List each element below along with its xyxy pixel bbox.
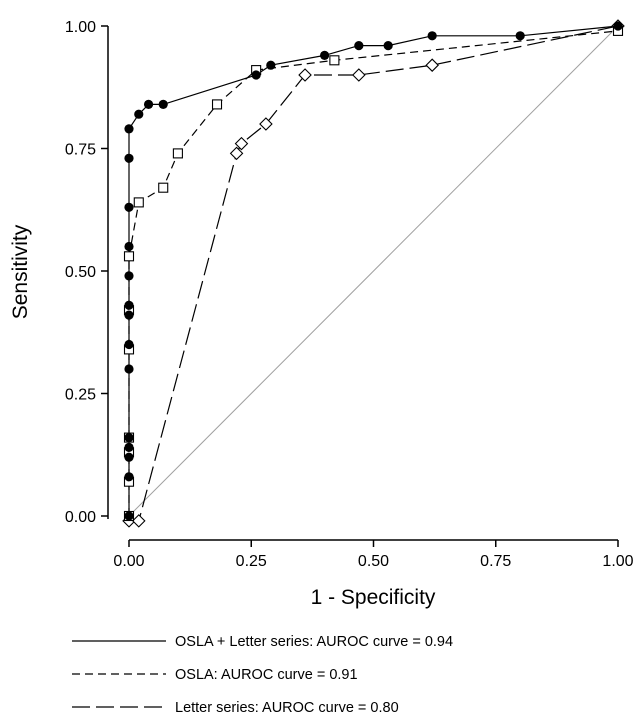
data-point — [320, 50, 330, 61]
data-point — [124, 339, 134, 350]
x-axis-ticks: 0.00 0.25 0.50 0.75 1.00 — [113, 540, 634, 570]
data-point — [383, 41, 393, 51]
data-point — [124, 241, 134, 252]
x-tick-label: 0.75 — [480, 553, 511, 570]
y-tick-label: 1.00 — [65, 19, 96, 36]
data-point — [124, 153, 134, 163]
x-tick-label: 0.25 — [236, 553, 267, 570]
y-axis-ticks: 0.00 0.25 0.50 0.75 1.00 — [65, 19, 108, 526]
legend-label-osla-letter: OSLA + Letter series: AUROC curve = 0.94 — [175, 634, 453, 650]
series-markers-letter-series — [122, 19, 625, 528]
data-point — [352, 68, 366, 82]
data-point — [234, 136, 249, 151]
data-point — [124, 442, 134, 452]
data-point — [124, 124, 134, 134]
data-point — [124, 452, 134, 462]
legend-label-osla: OSLA: AUROC curve = 0.91 — [175, 667, 358, 683]
y-tick-label: 0.50 — [65, 264, 96, 281]
data-point — [124, 364, 134, 374]
data-point — [123, 251, 135, 262]
data-point — [298, 68, 312, 82]
data-point — [143, 99, 154, 109]
data-point — [124, 300, 134, 310]
data-point — [124, 472, 134, 482]
data-point — [172, 148, 183, 159]
data-point — [251, 70, 261, 80]
data-point — [124, 310, 134, 320]
data-point — [425, 58, 439, 72]
data-point — [211, 99, 223, 110]
data-point — [132, 514, 146, 528]
reference-diagonal-line — [128, 25, 619, 517]
series-markers-osla-letter — [124, 21, 623, 521]
y-tick-label: 0.75 — [65, 142, 96, 159]
x-axis-title: 1 - Specificity — [311, 586, 436, 609]
y-axis-title: Sensitivity — [9, 224, 32, 319]
data-point — [259, 117, 273, 131]
data-point — [124, 511, 134, 521]
legend-label-letter-series: Letter series: AUROC curve = 0.80 — [175, 700, 399, 716]
data-point — [427, 31, 437, 41]
data-point — [133, 197, 144, 208]
x-tick-label: 0.00 — [113, 553, 144, 570]
x-tick-label: 0.50 — [358, 553, 389, 570]
data-point — [124, 433, 134, 443]
data-point — [124, 202, 134, 212]
data-point — [229, 146, 244, 161]
data-point — [158, 182, 169, 193]
x-tick-label: 1.00 — [602, 553, 633, 570]
y-tick-label: 0.00 — [65, 509, 96, 526]
data-point — [354, 41, 364, 51]
plot-area — [122, 19, 625, 528]
data-point — [515, 31, 525, 41]
data-point — [124, 271, 134, 281]
data-point — [158, 99, 168, 109]
data-point — [613, 21, 623, 31]
data-point — [266, 60, 276, 70]
legend: OSLA + Letter series: AUROC curve = 0.94… — [72, 634, 453, 716]
data-point — [134, 109, 144, 119]
y-tick-label: 0.25 — [65, 387, 96, 404]
data-point — [329, 55, 340, 66]
